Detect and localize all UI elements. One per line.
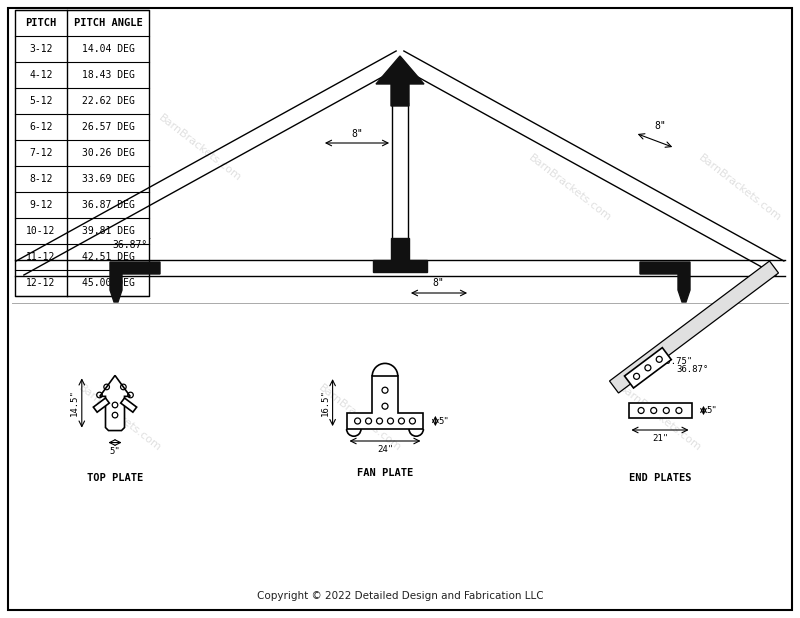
Text: 9-12: 9-12 [30, 200, 53, 210]
Polygon shape [373, 238, 427, 272]
Text: BarnBrackets.com: BarnBrackets.com [157, 112, 243, 184]
Text: 8": 8" [432, 278, 444, 288]
Text: 5": 5" [706, 406, 718, 415]
Text: 30.26 DEG: 30.26 DEG [82, 148, 134, 158]
Polygon shape [629, 403, 691, 418]
Text: 12-12: 12-12 [26, 278, 56, 288]
Polygon shape [625, 348, 671, 388]
Polygon shape [94, 398, 110, 412]
Text: 6-12: 6-12 [30, 122, 53, 132]
Polygon shape [110, 262, 160, 302]
Text: BarnBrackets.com: BarnBrackets.com [527, 153, 613, 223]
Text: 39.81 DEG: 39.81 DEG [82, 226, 134, 236]
Text: 5": 5" [110, 447, 120, 455]
Text: END PLATES: END PLATES [629, 473, 691, 483]
Text: 36.87°: 36.87° [112, 240, 148, 250]
Text: 45.00 DEG: 45.00 DEG [82, 278, 134, 288]
Text: 14.04 DEG: 14.04 DEG [82, 44, 134, 54]
Text: TOP PLATE: TOP PLATE [87, 473, 143, 483]
Text: BarnBrackets.com: BarnBrackets.com [317, 383, 403, 453]
Polygon shape [640, 262, 690, 302]
Text: 36.87°: 36.87° [676, 365, 709, 374]
Text: 21": 21" [652, 434, 668, 443]
Text: 8": 8" [654, 121, 666, 131]
Text: 14.5": 14.5" [70, 389, 78, 417]
Bar [15, 10, 149, 296]
Text: 18.43 DEG: 18.43 DEG [82, 70, 134, 80]
Text: Copyright © 2022 Detailed Design and Fabrication LLC: Copyright © 2022 Detailed Design and Fab… [257, 591, 543, 601]
Text: 42.51 DEG: 42.51 DEG [82, 252, 134, 262]
Text: 36.87 DEG: 36.87 DEG [82, 200, 134, 210]
Polygon shape [121, 398, 137, 412]
Text: 11-12: 11-12 [26, 252, 56, 262]
Text: 7-12: 7-12 [30, 148, 53, 158]
Text: 4-12: 4-12 [30, 70, 53, 80]
Text: BarnBrackets.com: BarnBrackets.com [77, 383, 163, 453]
Text: FAN PLATE: FAN PLATE [357, 468, 413, 478]
Text: BarnBrackets.com: BarnBrackets.com [617, 383, 703, 453]
Text: PITCH: PITCH [26, 18, 57, 28]
Text: 26.57 DEG: 26.57 DEG [82, 122, 134, 132]
Polygon shape [100, 376, 130, 431]
Polygon shape [346, 376, 423, 429]
Text: 3-12: 3-12 [30, 44, 53, 54]
Text: 8": 8" [351, 129, 363, 139]
Text: 33.69 DEG: 33.69 DEG [82, 174, 134, 184]
Text: 22.62 DEG: 22.62 DEG [82, 96, 134, 106]
Text: 5-12: 5-12 [30, 96, 53, 106]
Text: 8-12: 8-12 [30, 174, 53, 184]
Text: 15.75": 15.75" [660, 357, 693, 366]
Text: PITCH ANGLE: PITCH ANGLE [74, 18, 142, 28]
Polygon shape [376, 56, 424, 106]
Text: BarnBrackets.com: BarnBrackets.com [697, 153, 783, 223]
Polygon shape [610, 261, 778, 393]
Text: 5": 5" [438, 417, 449, 426]
Text: 24": 24" [377, 445, 393, 454]
Text: 16.5": 16.5" [321, 389, 330, 416]
Text: 10-12: 10-12 [26, 226, 56, 236]
